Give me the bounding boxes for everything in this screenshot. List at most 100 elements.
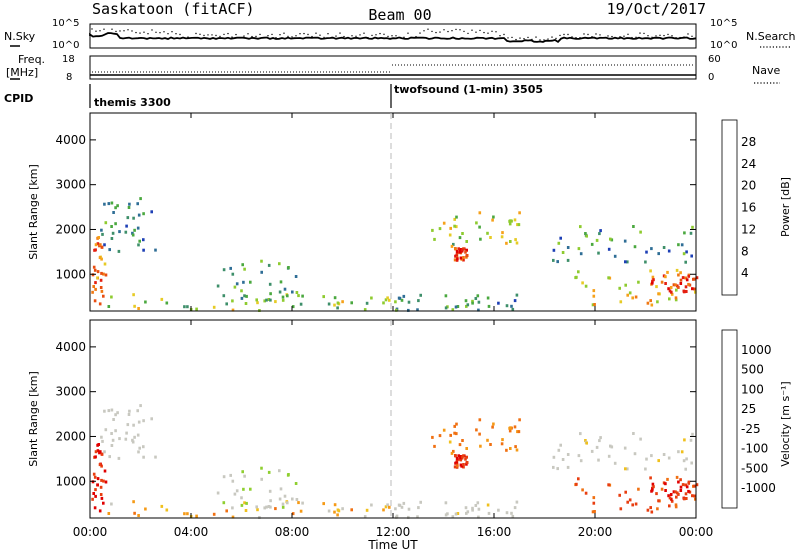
nsearch-dot [95, 30, 97, 32]
power-cell [595, 238, 599, 242]
power-cell [336, 301, 340, 305]
power-cell [278, 262, 281, 266]
velocity-cell [513, 506, 517, 510]
nsearch-dot [443, 29, 445, 31]
nsearch-dot [659, 34, 661, 36]
power-cell [489, 236, 492, 239]
power-cell [634, 295, 638, 299]
velocity-cell [448, 440, 452, 444]
power-cell [645, 250, 648, 254]
power-cell [689, 231, 693, 235]
power-cell [516, 223, 519, 227]
power-cell [624, 260, 627, 264]
velocity-cell [110, 444, 114, 447]
power-cell [500, 235, 504, 239]
colorbar-tick-label: 500 [741, 363, 764, 377]
velocity-cell [666, 477, 669, 481]
nsearch-dot [99, 30, 101, 32]
velocity-cell [269, 499, 272, 503]
nsearch-dot [183, 37, 185, 39]
nsearch-dot [459, 29, 461, 31]
power-cell [682, 252, 686, 256]
power-cell [294, 275, 298, 278]
freq-label: Freq. [18, 53, 45, 66]
velocity-cell [633, 452, 637, 456]
velocity-cell [222, 501, 226, 505]
velocity-cell [142, 419, 145, 423]
power-cell [110, 225, 113, 228]
power-cell [459, 256, 463, 260]
velocity-cell [684, 483, 687, 487]
velocity-cell [575, 482, 578, 486]
velocity-cell [456, 457, 459, 461]
velocity-cell [107, 409, 111, 413]
velocity-cell [477, 507, 481, 511]
power-cell [579, 225, 582, 229]
velocity-cell [552, 465, 555, 469]
velocity-cell [274, 507, 277, 511]
velocity-cell [138, 446, 141, 450]
nsearch-dot [519, 37, 521, 39]
velocity-cell [350, 508, 353, 512]
velocity-cell [444, 501, 448, 505]
nsearch-dot [687, 33, 689, 35]
nsearch-dot [227, 32, 229, 35]
power-cell [455, 253, 458, 257]
velocity-cell [103, 409, 106, 413]
power-cell [593, 303, 596, 306]
velocity-cell [657, 499, 660, 503]
power-cell [559, 236, 562, 240]
velocity-cell [644, 467, 647, 471]
velocity-cell [111, 438, 115, 442]
velocity-cell [461, 439, 464, 442]
nsearch-dot [147, 33, 149, 35]
power-cell [269, 298, 272, 302]
power-cell [104, 221, 108, 225]
velocity-cell [456, 512, 460, 515]
power-cell [287, 266, 290, 269]
power-cell [465, 248, 468, 252]
nsearch-dot [347, 37, 349, 39]
nsearch-dot [223, 33, 225, 36]
nsearch-dot [255, 35, 257, 38]
power-cell [623, 239, 627, 243]
power-cell [674, 296, 678, 300]
velocity-cell [165, 508, 169, 512]
velocity-cell [581, 488, 584, 492]
nsky-tick-bottom: 10^0 [52, 40, 79, 51]
power-cell [577, 247, 581, 251]
power-cell [454, 247, 457, 251]
velocity-cell [142, 445, 145, 449]
velocity-cell [101, 439, 104, 443]
velocity-colorbar-label: Velocity [m s⁻¹] [779, 381, 792, 466]
power-cell [94, 281, 97, 285]
power-cell [667, 249, 671, 253]
velocity-cell [672, 490, 676, 494]
power-cell [263, 299, 266, 303]
colorbar-tick-label: 100 [741, 382, 764, 396]
velocity-cell [598, 439, 601, 443]
velocity-cell [465, 455, 468, 459]
nsearch-dot [527, 36, 529, 39]
power-cell [679, 282, 683, 285]
nsearch-dot [511, 36, 513, 39]
nsearch-dot [299, 33, 301, 35]
nsearch-dot [315, 32, 317, 34]
colorbar-tick-label: -25 [741, 422, 761, 436]
velocity-cell [233, 492, 237, 496]
velocity-cell [645, 457, 648, 461]
power-cell [685, 250, 688, 254]
nsearch-dot [507, 37, 509, 39]
nsearch-dot [91, 28, 93, 30]
velocity-cell [132, 423, 135, 427]
power-cell [279, 280, 283, 284]
velocity-cell [117, 456, 121, 460]
velocity-cell [231, 479, 235, 483]
velocity-cell [102, 501, 105, 505]
velocity-cell [267, 505, 271, 508]
nsearch-dot [495, 31, 497, 33]
velocity-cell [652, 485, 655, 489]
power-cell [597, 251, 600, 255]
colorbar-tick-label: -100 [741, 442, 768, 456]
nave-tick-bottom: 0 [708, 72, 714, 83]
